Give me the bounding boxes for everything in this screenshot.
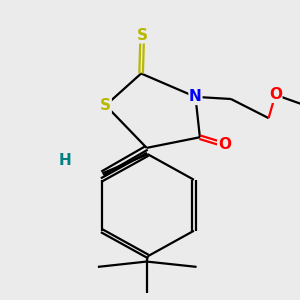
Text: S: S — [100, 98, 111, 113]
Text: N: N — [189, 89, 202, 104]
Text: O: O — [218, 137, 231, 152]
Text: O: O — [269, 87, 282, 102]
Text: H: H — [58, 153, 71, 168]
Text: S: S — [137, 28, 148, 43]
